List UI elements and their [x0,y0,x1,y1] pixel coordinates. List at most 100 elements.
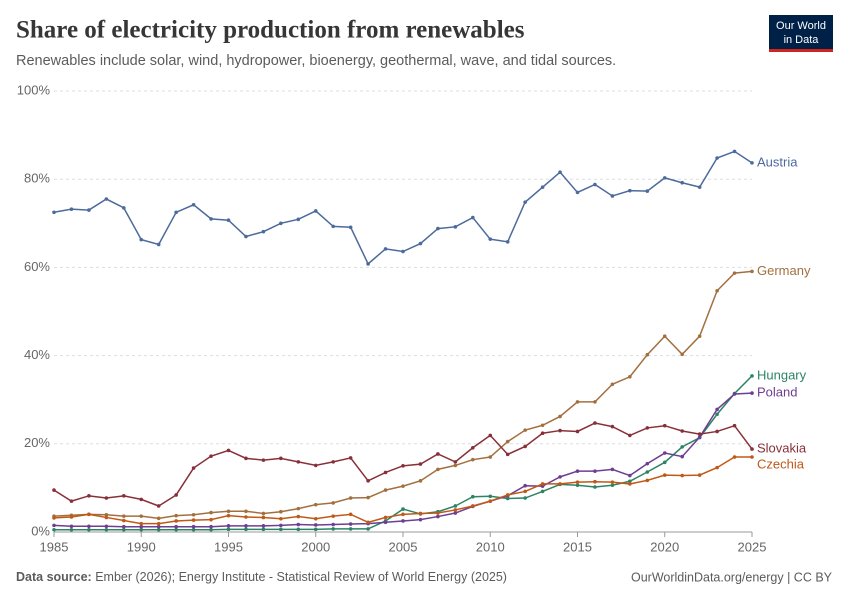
point [209,517,213,522]
point [279,221,283,226]
point [209,217,213,221]
point [87,512,91,517]
point [610,382,615,387]
point [558,475,562,479]
point [697,473,702,477]
x-tick-label: 2015 [563,539,592,554]
point [104,197,109,201]
footer-source: Data source: Ember (2026); Energy Instit… [16,570,507,584]
point [87,208,91,212]
point [296,527,301,532]
point [191,527,196,532]
point [139,497,144,502]
point [401,512,405,517]
series [52,269,754,521]
point [331,224,336,229]
point [750,455,754,459]
logo[interactable]: Our World in Data [769,15,833,52]
point [156,516,161,521]
point [383,488,388,492]
point [436,226,440,231]
point [610,424,615,429]
point [174,210,178,215]
logo-text: in Data [784,34,820,46]
point [52,523,56,528]
point [87,524,91,529]
point [558,482,562,486]
point [313,463,318,468]
x-tick-label: 2025 [738,539,767,554]
point [296,506,301,511]
point [488,433,493,438]
point [331,527,336,531]
point [174,513,178,518]
point [69,515,74,519]
point [226,448,231,453]
point [593,479,597,484]
point [52,488,56,492]
footer-link[interactable]: OurWorldinData.org/energy | CC BY [631,570,833,584]
point [540,489,545,494]
series [52,455,754,526]
point [401,484,405,488]
point [453,225,458,229]
point [697,185,702,189]
point [453,504,458,508]
point [331,514,336,518]
point [697,435,702,439]
point [488,494,493,499]
point [610,480,615,484]
point [191,524,196,529]
point [156,524,161,529]
point [505,240,510,244]
point [261,515,266,520]
point [383,520,388,525]
point [244,527,248,532]
point [680,454,684,459]
point [593,421,597,425]
point [104,527,109,532]
point [296,217,301,222]
x-tick-label: 2020 [650,539,679,554]
point [244,524,248,528]
point [750,447,754,451]
point [488,499,493,503]
point [191,466,196,470]
point [104,524,109,529]
y-tick-label: 80% [24,171,50,186]
point [209,510,213,515]
point [453,463,458,468]
point [732,271,737,275]
y-tick-label: 60% [24,259,50,274]
point [209,527,213,532]
point [401,464,405,468]
point [453,460,458,464]
point [401,519,405,523]
point [575,400,580,404]
point [87,494,91,498]
point [418,511,423,516]
point [575,190,580,195]
x-tick-label: 1995 [214,539,243,554]
point [453,511,458,515]
point [645,470,650,474]
point [715,429,719,434]
point [558,414,562,419]
point [69,527,74,532]
point [52,516,56,520]
point [401,507,405,511]
point [680,429,684,433]
point [261,229,266,234]
point [313,516,318,521]
point [750,374,754,378]
point [750,391,754,395]
point [366,520,370,525]
point [331,522,336,527]
point [366,479,370,483]
point [156,521,161,526]
point [279,509,283,514]
point [331,460,336,464]
point [69,524,74,529]
point [488,237,493,241]
point [505,493,510,497]
